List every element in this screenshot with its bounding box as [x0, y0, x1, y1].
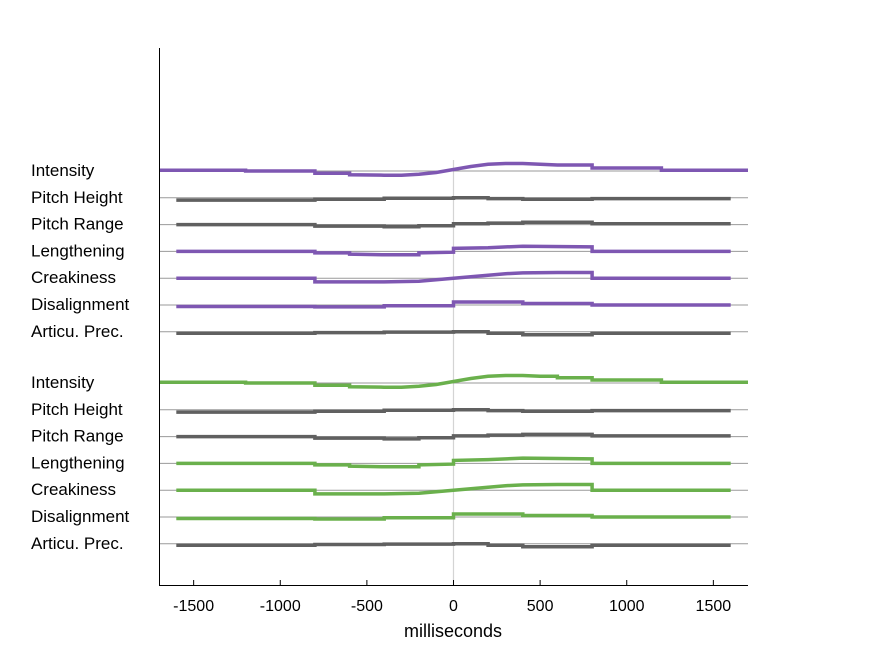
x-tick-label: 1500	[696, 598, 732, 615]
series-line-disalignment	[176, 300, 731, 309]
row-label: Pitch Height	[31, 400, 123, 419]
row-label: Intensity	[31, 161, 95, 180]
series-line-intensity	[159, 373, 748, 389]
x-tick-label: 1000	[609, 598, 645, 615]
row-label: Lengthening	[31, 453, 125, 472]
axes	[159, 48, 748, 586]
row-label: Articu. Prec.	[31, 534, 124, 553]
series-line-articu-prec	[176, 542, 731, 549]
row-label: Intensity	[31, 373, 95, 392]
row-label: Creakiness	[31, 268, 116, 287]
series-line-articu-prec	[176, 330, 731, 337]
series-line-disalignment	[176, 512, 731, 521]
x-ticks: -1500 -1000 -500 0 500 1000 1500	[173, 580, 731, 615]
x-tick-label: -1000	[260, 598, 301, 615]
series-line-intensity	[159, 161, 748, 177]
series-line-creakiness	[176, 482, 731, 496]
series-line-lengthening	[176, 456, 731, 469]
series-line-creakiness	[176, 270, 731, 284]
x-tick-label: -500	[351, 598, 383, 615]
row-label: Pitch Range	[31, 427, 124, 446]
row-label: Articu. Prec.	[31, 322, 124, 341]
row-label: Creakiness	[31, 480, 116, 499]
series-line-lengthening	[176, 244, 731, 257]
row-label: Disalignment	[31, 295, 130, 314]
row-label: Pitch Height	[31, 188, 123, 207]
x-axis-label: milliseconds	[404, 621, 502, 641]
series-line-pitch-height	[176, 196, 731, 202]
row-label-layer: Intensity Pitch Height Pitch Range Lengthen…	[31, 161, 130, 553]
series-line-pitch-range	[176, 220, 731, 229]
x-tick-label: -1500	[173, 598, 214, 615]
row-label: Lengthening	[31, 241, 125, 260]
series-line-pitch-height	[176, 408, 731, 414]
row-label: Disalignment	[31, 507, 130, 526]
x-tick-label: 0	[449, 598, 458, 615]
row-label: Pitch Range	[31, 215, 124, 234]
series-line-pitch-range	[176, 432, 731, 441]
series-layer	[159, 161, 748, 549]
x-tick-label: 500	[527, 598, 554, 615]
